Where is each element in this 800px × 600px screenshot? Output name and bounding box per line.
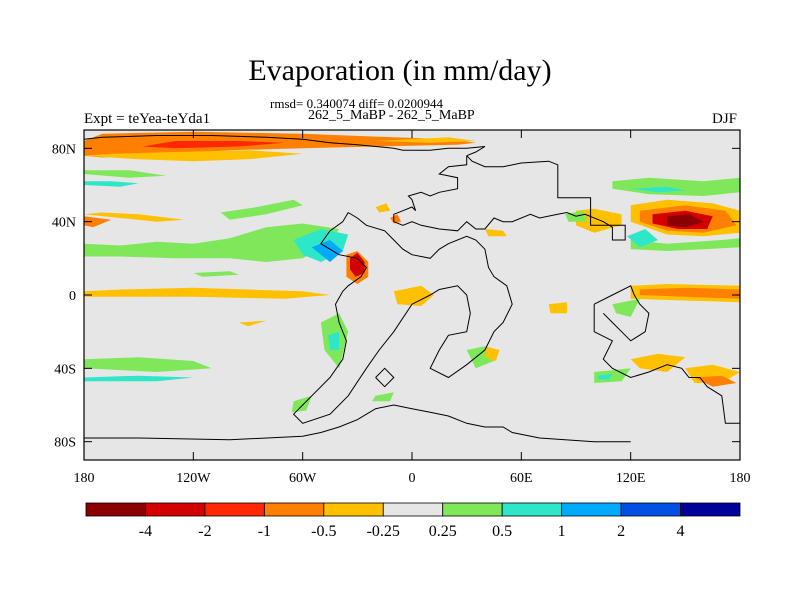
anomaly-region-42 — [371, 392, 394, 402]
anomaly-region-8 — [84, 216, 112, 228]
x-tick-label: 120E — [616, 471, 646, 486]
anomaly-region-41 — [484, 346, 500, 361]
season-label: DJF — [712, 111, 738, 127]
colorbar-label: -0.5 — [311, 523, 336, 540]
colorbar-label: 4 — [677, 523, 685, 540]
continent-outline-1 — [393, 155, 626, 241]
x-tick-label: 60E — [510, 471, 533, 486]
anomaly-region-12 — [193, 271, 239, 277]
colorbar-label: 1 — [558, 523, 566, 540]
anomaly-region-22 — [291, 395, 312, 413]
experiment-label: Expt = teYea-teYda1 — [84, 111, 211, 127]
y-tick-label: 0 — [69, 289, 76, 304]
map-plot-area — [84, 130, 740, 460]
x-tick-label: 180 — [730, 471, 751, 486]
anomaly-region-43 — [548, 302, 567, 314]
anomaly-region-15 — [350, 252, 365, 277]
x-tick-label: 120W — [176, 471, 211, 486]
anomaly-region-9 — [84, 223, 340, 262]
anomaly-region-35 — [630, 353, 686, 372]
anomaly-region-21 — [84, 375, 194, 382]
anomaly-region-39 — [597, 373, 613, 380]
colorbar: -4 -2 -1 -0.5 -0.25 0.25 0.5 1 2 4 — [85, 502, 741, 540]
anomaly-region-45 — [390, 214, 402, 224]
colorbar-swatch — [263, 502, 325, 517]
y-tick-label: 40N — [52, 216, 76, 231]
colorbar-swatch — [501, 502, 563, 517]
colorbar-swatch — [145, 502, 206, 517]
anomaly-region-46 — [375, 203, 391, 213]
anomaly-region-44 — [484, 229, 507, 237]
x-tick-label: 0 — [409, 471, 416, 486]
anomaly-region-7 — [84, 212, 185, 222]
anomaly-region-19 — [328, 331, 340, 350]
colorbar-label: -4 — [139, 523, 152, 540]
anomaly-region-11 — [311, 240, 343, 262]
anomaly-region-37 — [694, 375, 737, 387]
colorbar-swatch — [680, 502, 741, 517]
anomaly-region-20 — [84, 357, 212, 372]
anomaly-region-34 — [639, 287, 740, 299]
colorbar-swatch — [85, 502, 146, 517]
anomaly-region-38 — [594, 368, 631, 383]
anomaly-region-0 — [84, 131, 476, 158]
colorbar-label: -2 — [198, 523, 211, 540]
map-title: Evaporation (in mm/day) — [248, 54, 552, 87]
anomaly-region-32 — [612, 298, 640, 317]
colorbar-swatch — [620, 502, 681, 517]
anomaly-region-6 — [220, 199, 303, 220]
anomaly-region-30 — [630, 186, 686, 193]
colorbar-swatch — [204, 502, 265, 517]
colorbar-label: -0.25 — [367, 523, 400, 540]
continent-outline-6 — [375, 367, 395, 388]
continent-outline-3 — [593, 304, 740, 424]
y-tick-label: 80S — [54, 436, 76, 451]
colorbar-label: 0.25 — [429, 523, 457, 540]
subtitle: 262_5_MaBP - 262_5_MaBP — [308, 108, 475, 123]
colorbar-swatch — [561, 502, 622, 517]
x-tick-label: 60W — [289, 471, 317, 486]
anomaly-region-17 — [238, 320, 267, 327]
colorbar-label: 0.5 — [492, 523, 512, 540]
stats-line: rmsd= 0.340074 diff= 0.0200944 — [270, 96, 443, 111]
anomaly-region-27 — [667, 214, 704, 228]
colorbar-swatch — [442, 502, 503, 517]
map-axes: 180 120W 60W 0 60E 120E 180 80N 40N 0 40S 80S — [52, 129, 751, 486]
anomaly-region-16 — [393, 285, 434, 306]
anomaly-region-13 — [84, 287, 330, 299]
colorbar-swatch — [382, 502, 444, 517]
anomaly-region-4 — [84, 170, 166, 178]
anomaly-region-31 — [627, 229, 658, 248]
x-tick-label: 180 — [74, 471, 95, 486]
colorbar-label: -1 — [258, 523, 271, 540]
continent-outline-2 — [292, 212, 513, 424]
colorbar-label: 2 — [617, 523, 625, 540]
anomaly-region-5 — [84, 181, 139, 187]
anomaly-region-28 — [630, 238, 740, 251]
continent-outline-4 — [593, 285, 650, 342]
anomaly-region-29 — [612, 177, 740, 196]
anomaly-region-2 — [142, 141, 285, 149]
colorbar-swatch — [323, 502, 384, 517]
anomaly-region-1 — [84, 150, 303, 162]
anomaly-region-3 — [375, 137, 476, 143]
continent-outline-5 — [84, 404, 631, 443]
y-tick-label: 40S — [54, 362, 76, 377]
y-tick-label: 80N — [52, 142, 76, 157]
